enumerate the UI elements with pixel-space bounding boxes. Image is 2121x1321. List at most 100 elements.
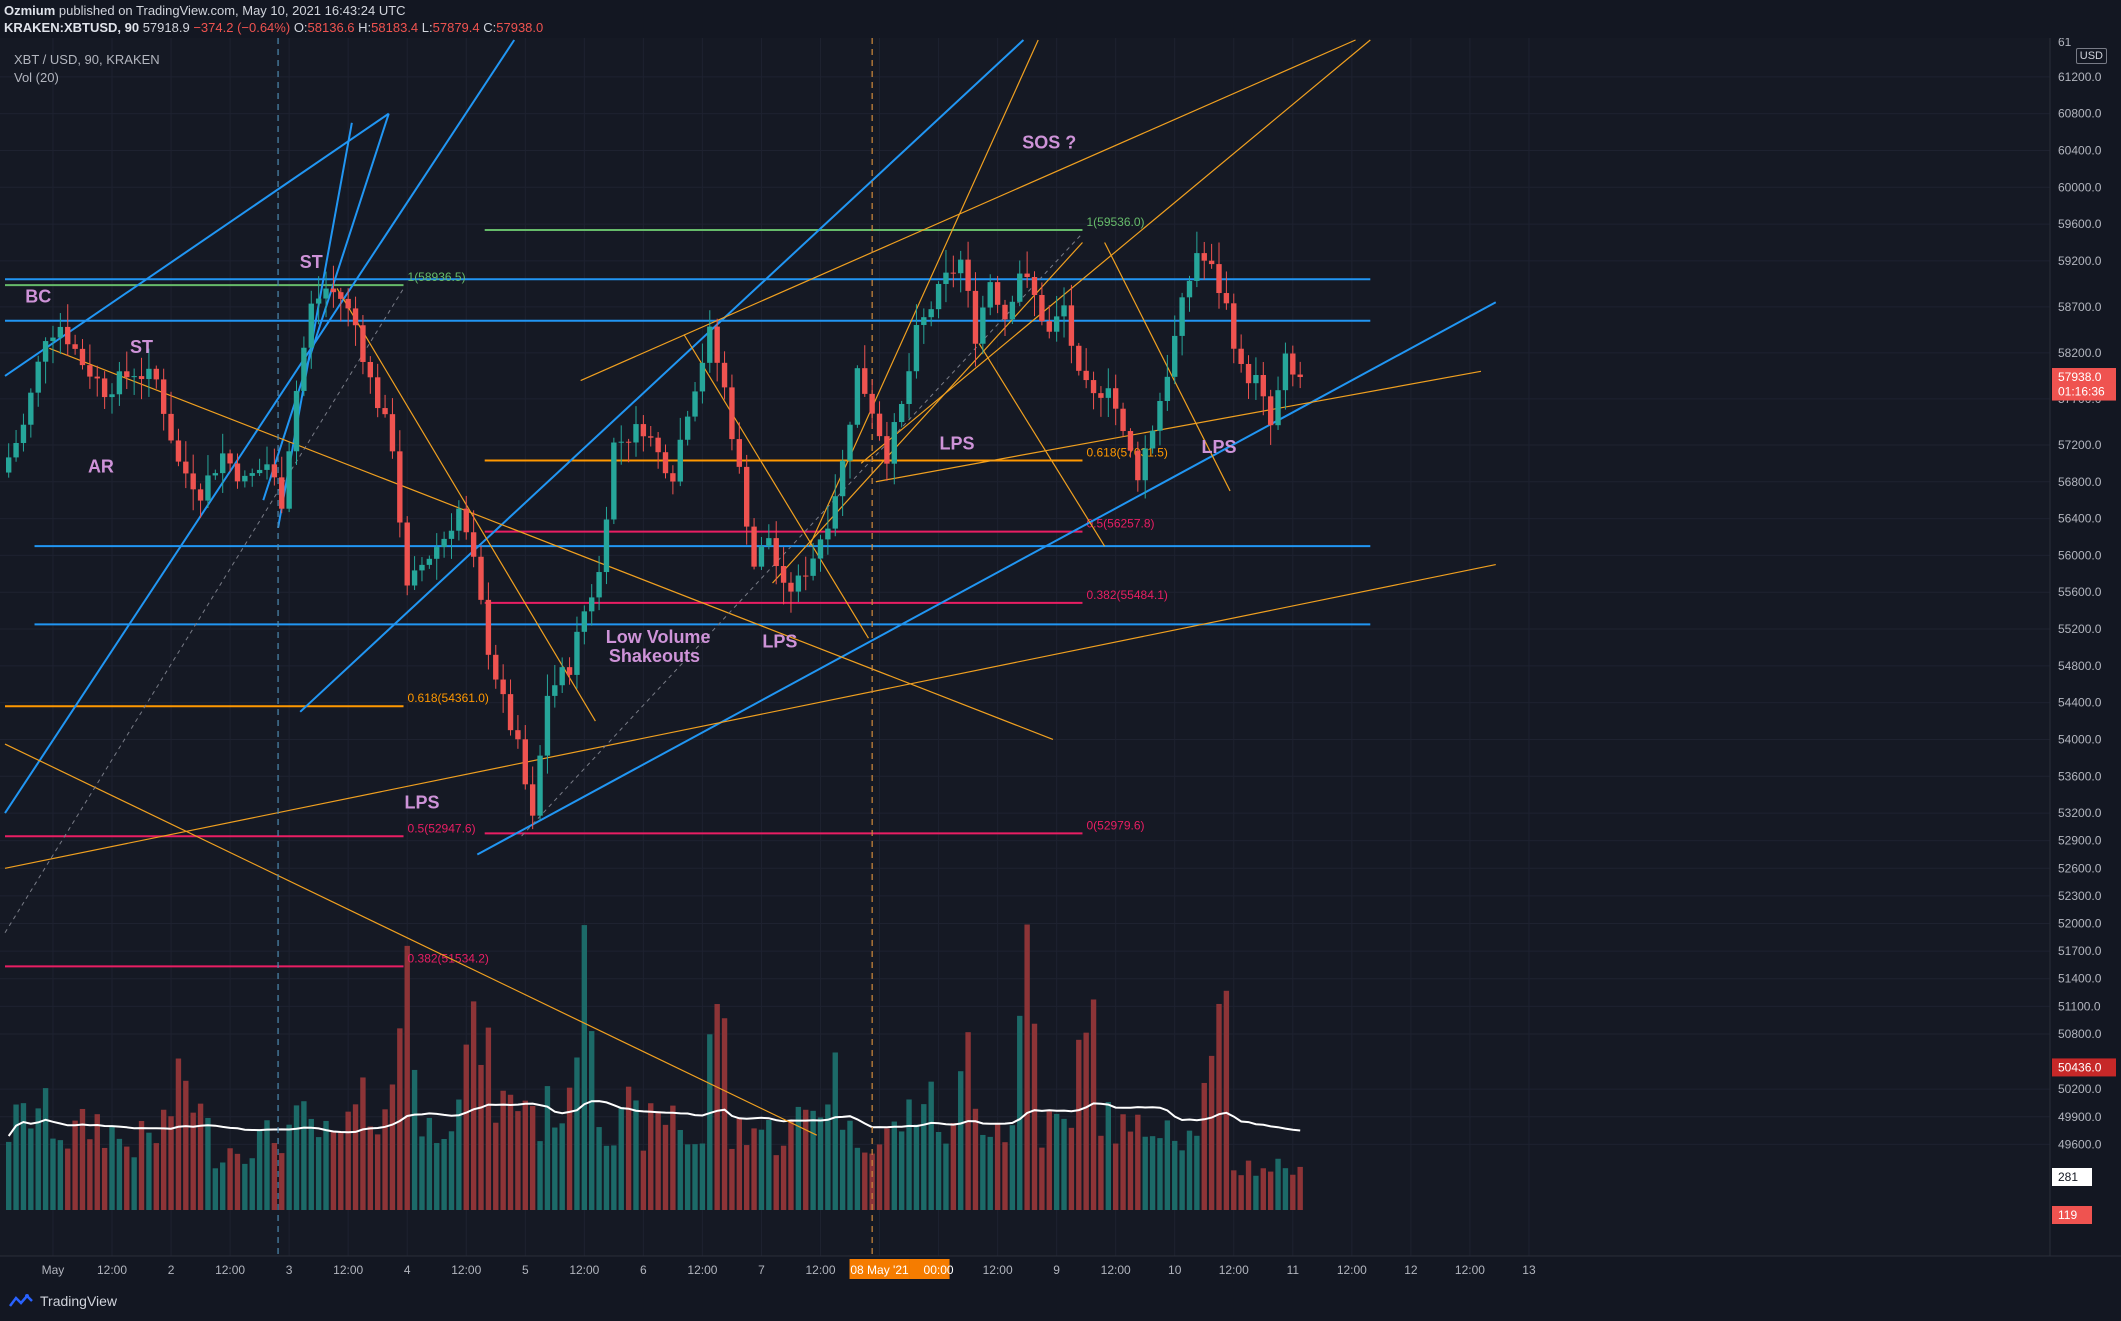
- candle-body: [537, 755, 543, 816]
- currency-badge[interactable]: USD: [2075, 48, 2107, 64]
- candle-body: [935, 283, 942, 310]
- volume-bar: [1282, 1168, 1289, 1210]
- axis-layer: 61200.060800.060400.060000.059600.059200…: [0, 35, 2121, 1284]
- last-price: 57918.9: [142, 20, 190, 35]
- volume-bar: [264, 1120, 270, 1210]
- volume-bar: [574, 1057, 580, 1210]
- candle-body: [714, 326, 720, 363]
- candle-body: [559, 667, 565, 686]
- candle-body: [803, 575, 809, 577]
- author-name[interactable]: Ozmium: [4, 3, 56, 18]
- chart-canvas[interactable]: 1(58936.5) 0.618(54361.0) 0.5(52947.6) 0.38…: [0, 35, 2121, 1284]
- candle-body: [234, 463, 241, 482]
- volume-bar: [1231, 1170, 1237, 1210]
- candle-body: [264, 464, 270, 470]
- volume-bar: [190, 1112, 196, 1210]
- change-value: −374.2 (−0.64%): [193, 20, 291, 35]
- candle-body: [994, 282, 1001, 305]
- candle-body: [456, 508, 462, 531]
- publish-line: Ozmium published on TradingView.com, May…: [4, 3, 406, 18]
- volume-bar: [456, 1099, 462, 1210]
- candle-body: [338, 292, 344, 299]
- fib-level-label: 0.5(52947.6): [408, 821, 476, 835]
- trend-line: [875, 370, 1482, 483]
- candle-body: [1135, 450, 1141, 481]
- candle-body: [721, 362, 728, 388]
- price-tick-label: 51400.0: [2058, 972, 2102, 986]
- volume-bar: [57, 1140, 64, 1210]
- volume-bar: [677, 1129, 683, 1210]
- price-tick-label-partial: 61: [2058, 38, 2072, 49]
- volume-bar: [780, 1145, 787, 1210]
- candle-body: [1216, 264, 1222, 294]
- volume-bar: [249, 1158, 255, 1210]
- volume-bar: [714, 1004, 720, 1210]
- price-tick-label: 54400.0: [2058, 696, 2102, 710]
- chart-area[interactable]: 1(58936.5) 0.618(54361.0) 0.5(52947.6) 0.38…: [0, 35, 2121, 1284]
- volume-bar: [404, 945, 410, 1210]
- volume-bar: [360, 1077, 366, 1210]
- fib-level-label: 0(52979.6): [1086, 818, 1144, 832]
- candle-body: [640, 424, 647, 437]
- time-tick-label: 10: [1168, 1263, 1182, 1277]
- time-tick-label: 5: [522, 1263, 529, 1277]
- candle-body: [1090, 380, 1097, 394]
- volume-bar: [1245, 1160, 1252, 1210]
- candle-body: [1238, 348, 1244, 364]
- volume-bar: [1149, 1136, 1156, 1210]
- candle-body: [589, 597, 595, 612]
- candle-body: [493, 654, 499, 680]
- candle-body: [633, 424, 639, 443]
- candle-body: [736, 439, 742, 467]
- volume-bar: [618, 1106, 624, 1210]
- candle-body: [375, 377, 381, 409]
- candle-body: [411, 570, 418, 586]
- candle-body: [116, 371, 123, 395]
- volume-bar: [921, 1104, 927, 1210]
- price-label-text: 57938.0: [2058, 370, 2102, 384]
- fib-level-label: 0.382(55484.1): [1086, 588, 1167, 602]
- price-tick-label: 59200.0: [2058, 254, 2102, 268]
- trend-line: [4, 563, 1496, 869]
- volume-bar: [736, 1118, 742, 1210]
- volume-bar: [1135, 1114, 1141, 1210]
- volume-bar: [869, 1153, 875, 1210]
- candle-body: [197, 489, 204, 501]
- price-tick-label: 60400.0: [2058, 143, 2102, 157]
- wyckoff-annotation: LPS: [940, 434, 975, 454]
- volume-bar: [397, 1028, 403, 1210]
- volume-bar: [419, 1136, 425, 1210]
- volume-bar: [839, 1129, 846, 1210]
- volume-bar: [891, 1121, 897, 1210]
- candle-body: [360, 325, 366, 362]
- candle-body: [1076, 345, 1082, 371]
- candle-body: [980, 307, 986, 344]
- volume-bar: [566, 1087, 573, 1210]
- candle-body: [972, 290, 979, 344]
- candle-body: [1142, 448, 1148, 481]
- series-legend[interactable]: XBT / USD, 90, KRAKEN: [14, 52, 160, 67]
- price-tick-label: 58200.0: [2058, 346, 2102, 360]
- volume-ma-layer: [7, 1100, 1301, 1137]
- volume-bar: [854, 1147, 861, 1210]
- time-tick-label: 00:00: [924, 1263, 954, 1277]
- time-tick-label: 12:00: [215, 1263, 245, 1277]
- wyckoff-annotation: AR: [88, 457, 114, 477]
- candle-body: [898, 403, 905, 423]
- volume-bar: [1179, 1150, 1185, 1210]
- volume-bar: [928, 1081, 934, 1210]
- volume-bar: [751, 1128, 757, 1210]
- volume-bar: [662, 1124, 669, 1210]
- candle-body: [1260, 375, 1266, 397]
- candle-body: [1017, 273, 1023, 302]
- volume-bar: [79, 1108, 86, 1210]
- price-tick-label: 52600.0: [2058, 861, 2102, 875]
- volume-legend[interactable]: Vol (20): [14, 70, 59, 85]
- candle-body: [87, 365, 93, 377]
- price-tick-label: 56800.0: [2058, 475, 2102, 489]
- candle-body: [1275, 390, 1281, 426]
- price-tick-label: 54000.0: [2058, 732, 2102, 746]
- tradingview-brand[interactable]: TradingView: [8, 1293, 117, 1309]
- price-tick-label: 54800.0: [2058, 659, 2102, 673]
- candle-body: [72, 344, 78, 349]
